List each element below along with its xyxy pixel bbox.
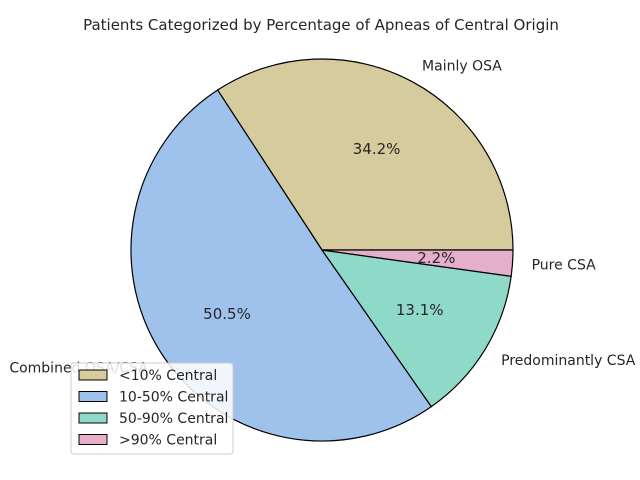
legend-swatch-10-50-central	[78, 391, 108, 402]
slice-percent-mainly-osa: 34.2%	[353, 140, 401, 158]
slice-percent-combined-osa-csa: 50.5%	[203, 305, 251, 323]
pie-slice-pure-csa	[321, 249, 514, 277]
legend-label-50-90-central: 50-90% Central	[119, 411, 228, 427]
legend-label-10-central: <10% Central	[119, 368, 217, 384]
legend-swatch-90-central	[78, 434, 108, 445]
slice-label-pure-csa: Pure CSA	[532, 258, 597, 274]
legend-label-90-central: >90% Central	[119, 433, 217, 449]
pie-slice-combined-osa-csa	[130, 89, 432, 442]
slice-percent-predominantly-csa: 13.1%	[396, 301, 444, 319]
chart-title: Patients Categorized by Percentage of Ap…	[83, 16, 559, 34]
pie-slices	[130, 58, 514, 442]
slice-percent-pure-csa: 2.2%	[417, 249, 455, 267]
legend-label-10-50-central: 10-50% Central	[119, 390, 228, 406]
legend-swatch-10-central	[78, 369, 108, 381]
legend-frame	[70, 362, 234, 455]
legend: <10% Central 10-50% Central 50-90% Central…	[70, 362, 234, 455]
slice-label-predominantly-csa: Predominantly CSA	[501, 353, 636, 369]
slice-label-mainly-osa: Mainly OSA	[422, 58, 502, 74]
pie-slice-predominantly-csa	[321, 249, 512, 408]
legend-swatch-50-90-central	[78, 412, 108, 424]
